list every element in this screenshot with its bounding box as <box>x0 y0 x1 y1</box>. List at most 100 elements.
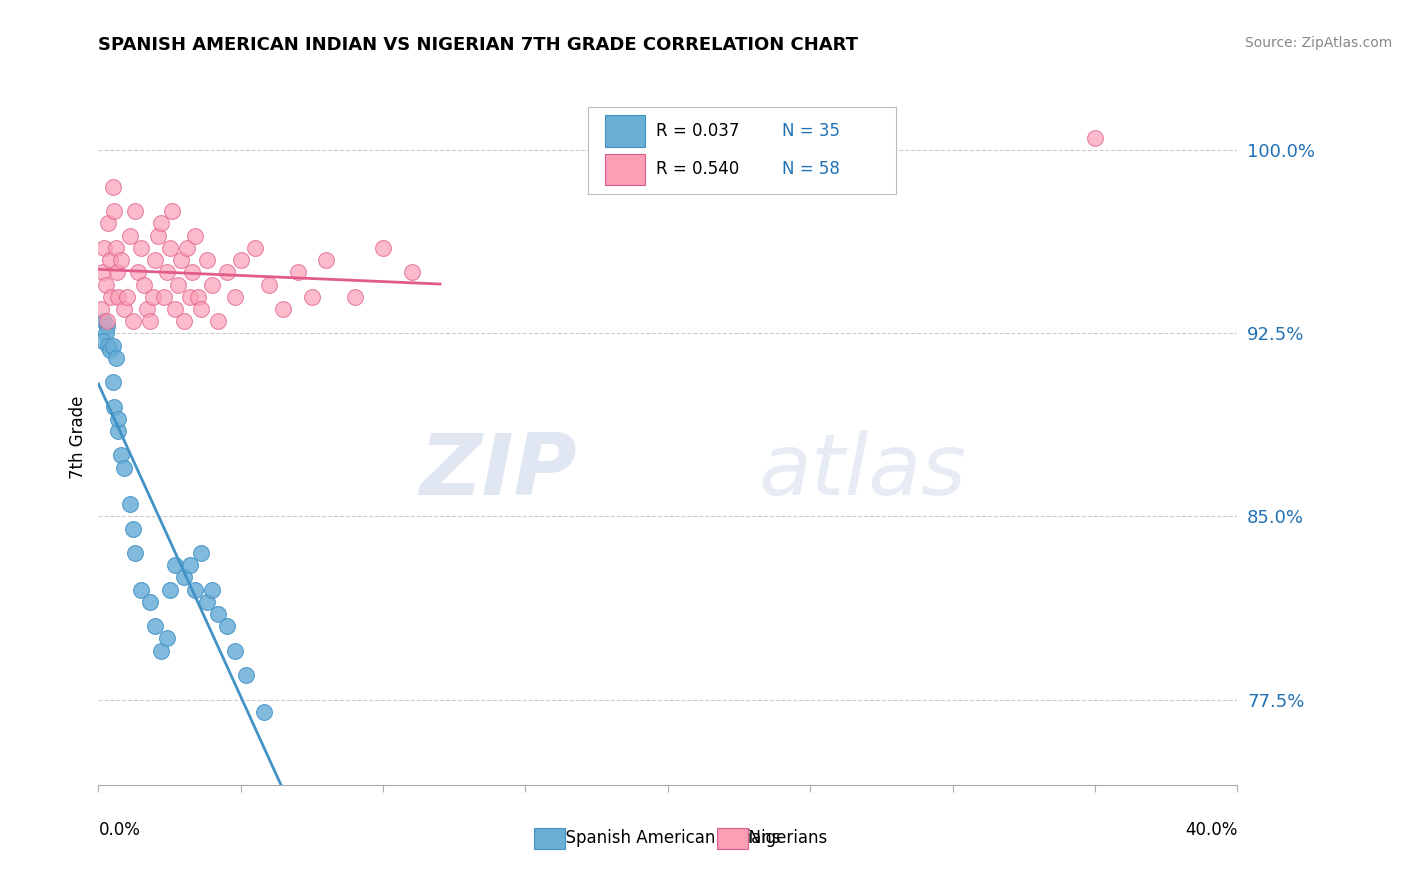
Text: SPANISH AMERICAN INDIAN VS NIGERIAN 7TH GRADE CORRELATION CHART: SPANISH AMERICAN INDIAN VS NIGERIAN 7TH … <box>98 36 859 54</box>
Point <box>235 668 257 682</box>
Point <box>401 265 423 279</box>
Point <box>91 334 114 348</box>
Point <box>195 595 218 609</box>
Point <box>371 241 394 255</box>
Point <box>141 290 163 304</box>
Point <box>159 582 181 597</box>
Point <box>165 558 187 573</box>
Point <box>93 241 115 255</box>
Point <box>101 338 124 352</box>
Point <box>201 582 224 597</box>
Text: N = 35: N = 35 <box>782 122 839 140</box>
Y-axis label: 7th Grade: 7th Grade <box>69 395 87 479</box>
Point <box>105 265 128 279</box>
Point <box>101 375 124 389</box>
Point <box>287 265 309 279</box>
Point <box>195 253 218 268</box>
Point <box>138 595 160 609</box>
Point <box>170 253 193 268</box>
Point <box>94 277 117 292</box>
Point <box>96 314 118 328</box>
Point <box>273 301 295 316</box>
Point <box>138 314 160 328</box>
Point <box>159 241 181 255</box>
Point <box>110 449 132 463</box>
Text: R = 0.037: R = 0.037 <box>657 122 740 140</box>
Point <box>167 277 190 292</box>
Point <box>103 204 125 219</box>
Point <box>150 217 173 231</box>
Point <box>98 343 121 358</box>
Point <box>181 265 204 279</box>
Point <box>90 301 112 316</box>
Point <box>1084 131 1107 145</box>
Point <box>190 546 212 560</box>
Point <box>107 411 129 425</box>
Point <box>153 290 176 304</box>
Point <box>173 570 195 584</box>
Point <box>243 241 266 255</box>
Point <box>224 290 246 304</box>
Point <box>107 290 129 304</box>
Text: Nigerians: Nigerians <box>738 830 827 847</box>
Point <box>107 424 129 438</box>
Point <box>145 619 167 633</box>
Point <box>156 265 179 279</box>
Text: N = 58: N = 58 <box>782 161 839 178</box>
Point <box>100 290 122 304</box>
Point <box>97 217 120 231</box>
Point <box>207 314 229 328</box>
Point <box>165 301 187 316</box>
Point <box>179 558 201 573</box>
Point <box>148 228 170 243</box>
Point <box>121 314 143 328</box>
Text: 0.0%: 0.0% <box>98 821 141 838</box>
Point <box>252 705 274 719</box>
Point <box>132 277 155 292</box>
Point <box>184 582 207 597</box>
Point <box>135 301 157 316</box>
Point <box>127 265 149 279</box>
Text: atlas: atlas <box>759 430 967 514</box>
Point <box>179 290 201 304</box>
Text: Source: ZipAtlas.com: Source: ZipAtlas.com <box>1244 36 1392 50</box>
Point <box>104 351 127 365</box>
Point <box>162 204 184 219</box>
Point <box>315 253 337 268</box>
Text: R = 0.540: R = 0.540 <box>657 161 740 178</box>
Point <box>93 314 115 328</box>
Point <box>173 314 195 328</box>
Point <box>112 301 135 316</box>
Point <box>207 607 229 621</box>
Point <box>150 643 173 657</box>
Point <box>259 277 281 292</box>
Point <box>115 290 138 304</box>
Text: ZIP: ZIP <box>419 430 576 514</box>
Point <box>224 643 246 657</box>
Point <box>229 253 252 268</box>
Point <box>190 301 212 316</box>
Point <box>124 204 146 219</box>
Point <box>110 253 132 268</box>
Point <box>121 522 143 536</box>
Point <box>343 290 366 304</box>
Point <box>129 582 152 597</box>
Point <box>145 253 167 268</box>
Point <box>101 179 124 194</box>
Point <box>176 241 198 255</box>
Point <box>97 338 120 352</box>
Bar <box>605 153 645 185</box>
Point <box>184 228 207 243</box>
Point <box>129 241 152 255</box>
Point <box>215 619 238 633</box>
Point <box>201 277 224 292</box>
Text: 40.0%: 40.0% <box>1185 821 1237 838</box>
Point <box>301 290 323 304</box>
Point <box>215 265 238 279</box>
Point <box>98 253 121 268</box>
Point <box>103 400 125 414</box>
Text: Spanish American Indians: Spanish American Indians <box>555 830 780 847</box>
Point <box>104 241 127 255</box>
Point <box>118 497 141 511</box>
Point <box>156 632 179 646</box>
